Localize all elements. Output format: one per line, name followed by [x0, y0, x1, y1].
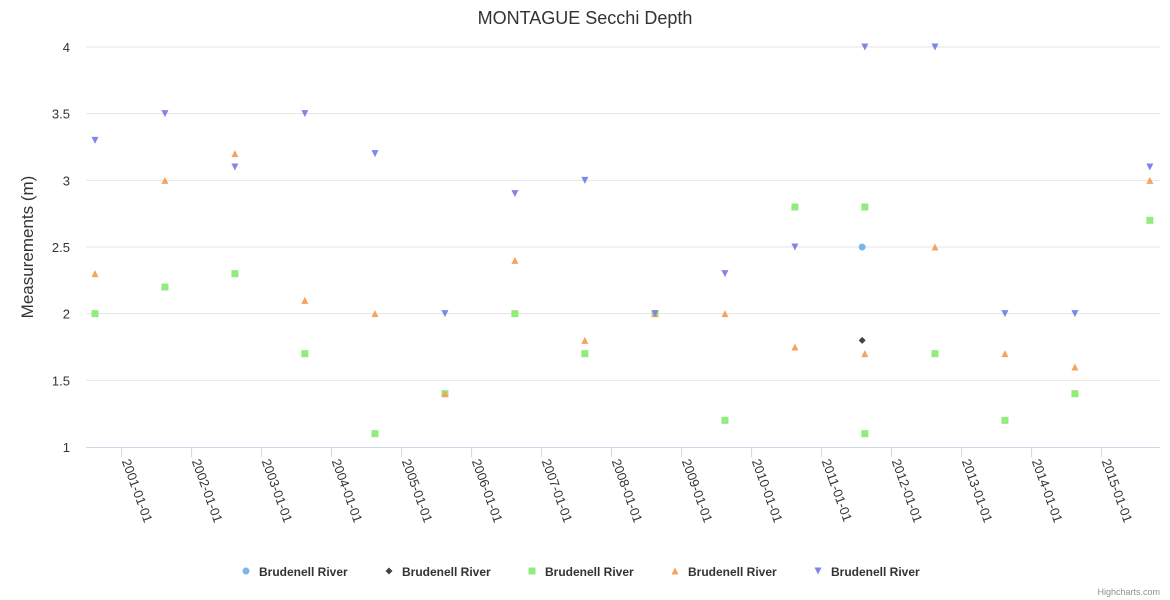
- series-0-circle: [858, 243, 866, 251]
- data-point: [1001, 416, 1009, 424]
- legend: Brudenell River Brudenell River Brudenell …: [242, 565, 921, 579]
- legend-marker: [814, 567, 822, 575]
- data-point: [791, 343, 799, 351]
- data-point: [1146, 216, 1154, 224]
- data-point: [91, 310, 99, 318]
- data-point: [511, 310, 519, 318]
- data-point: [231, 150, 239, 158]
- data-point: [231, 270, 239, 278]
- data-point: [91, 270, 99, 278]
- data-point: [861, 350, 869, 358]
- data-point: [721, 310, 729, 318]
- legend-label: Brudenell River: [259, 565, 348, 579]
- data-point: [161, 283, 169, 291]
- legend-marker: [671, 567, 679, 575]
- y-axis-tick-labels: 1 1.5 2 2.5 3 3.5 4: [52, 40, 70, 455]
- legend-marker: [242, 567, 250, 575]
- data-point: [931, 243, 939, 251]
- data-point: [441, 390, 449, 398]
- data-point: [441, 310, 449, 318]
- data-point: [791, 243, 799, 251]
- y-tick-label: 3.5: [52, 107, 70, 122]
- data-point: [581, 350, 589, 358]
- legend-label: Brudenell River: [831, 565, 920, 579]
- y-tick-label: 2: [63, 307, 70, 322]
- chart-title: MONTAGUE Secchi Depth: [478, 8, 693, 28]
- data-point: [1001, 350, 1009, 358]
- y-tick-label: 3: [63, 173, 70, 188]
- data-points: [91, 43, 1154, 438]
- data-point: [861, 43, 869, 51]
- legend-label: Brudenell River: [402, 565, 491, 579]
- data-point: [1146, 163, 1154, 171]
- legend-item[interactable]: Brudenell River: [814, 565, 921, 579]
- legend-marker: [528, 567, 536, 575]
- data-point: [161, 176, 169, 184]
- data-point: [791, 203, 799, 211]
- legend-label: Brudenell River: [688, 565, 777, 579]
- series-2-square: [91, 203, 1154, 438]
- data-point: [861, 203, 869, 211]
- data-point: [371, 310, 379, 318]
- data-point: [301, 110, 309, 118]
- data-point: [931, 350, 939, 358]
- series-4-triangle-down: [91, 43, 1154, 318]
- series-1-diamond: [858, 336, 866, 344]
- data-point: [721, 416, 729, 424]
- data-point: [511, 256, 519, 264]
- grid-lines: [86, 46, 1160, 381]
- legend-item[interactable]: Brudenell River: [385, 565, 492, 579]
- data-point: [581, 176, 589, 184]
- data-point: [161, 110, 169, 118]
- data-point: [858, 336, 866, 344]
- data-point: [581, 336, 589, 344]
- data-point: [721, 270, 729, 278]
- y-tick-label: 2.5: [52, 240, 70, 255]
- data-point: [511, 190, 519, 198]
- data-point: [371, 430, 379, 438]
- data-point: [1071, 390, 1079, 398]
- y-tick-label: 4: [63, 40, 70, 55]
- data-point: [1071, 310, 1079, 318]
- data-point: [858, 243, 866, 251]
- data-point: [371, 150, 379, 158]
- y-axis-title: Measurements (m): [18, 176, 37, 319]
- credits-link[interactable]: Highcharts.com: [1097, 587, 1160, 597]
- data-point: [301, 296, 309, 304]
- legend-item[interactable]: Brudenell River: [528, 565, 635, 579]
- legend-item[interactable]: Brudenell River: [671, 565, 778, 579]
- data-point: [91, 136, 99, 144]
- data-point: [931, 43, 939, 51]
- legend-marker: [385, 567, 393, 575]
- data-point: [301, 350, 309, 358]
- data-point: [861, 430, 869, 438]
- y-tick-label: 1: [63, 440, 70, 455]
- x-axis-tick-marks: [121, 447, 1103, 457]
- legend-label: Brudenell River: [545, 565, 634, 579]
- data-point: [231, 163, 239, 171]
- y-tick-label: 1.5: [52, 373, 70, 388]
- data-point: [1001, 310, 1009, 318]
- series-3-triangle: [91, 150, 1154, 398]
- data-point: [651, 310, 659, 318]
- legend-item[interactable]: Brudenell River: [242, 565, 349, 579]
- data-point: [1071, 363, 1079, 371]
- data-point: [1146, 176, 1154, 184]
